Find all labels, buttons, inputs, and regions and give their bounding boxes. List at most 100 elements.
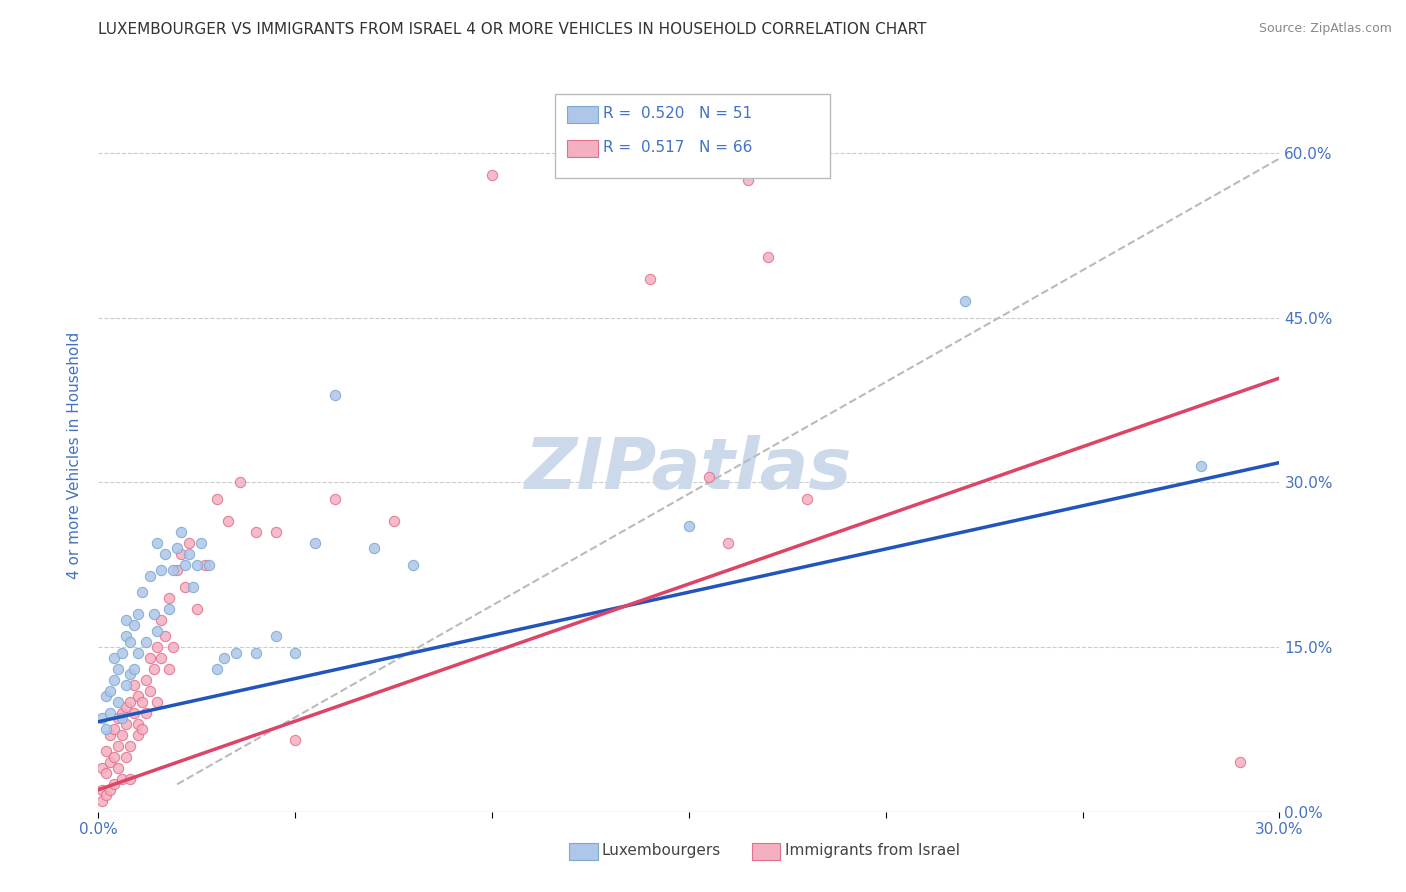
Point [264,629,287,643]
Point [98,782,121,797]
Point [150,651,173,665]
Point [131,695,153,709]
Point [96,766,118,780]
Point [131,723,153,737]
Point [91,761,114,775]
Point [135,673,157,687]
Point [111,706,134,720]
Point [402,558,425,572]
Point [170,547,193,561]
Point [205,662,228,676]
Point [170,524,193,539]
Point [135,706,157,720]
Point [107,695,129,709]
Point [205,491,228,506]
Point [190,535,212,549]
Point [142,662,165,676]
Point [157,591,180,605]
Point [1189,458,1212,473]
Point [177,535,200,549]
Point [186,558,208,572]
Point [197,558,219,572]
Point [174,558,197,572]
Point [138,684,160,698]
Point [146,535,169,549]
Point [127,607,149,621]
Point [122,618,145,632]
Point [98,756,121,770]
Point [115,613,138,627]
Point [481,168,503,182]
Point [363,541,385,556]
Point [111,711,134,725]
Point [186,601,208,615]
Point [91,794,114,808]
Point [131,585,153,599]
Point [96,744,118,758]
Point [166,563,188,577]
Point [118,667,141,681]
Point [127,646,149,660]
Point [166,541,188,556]
Point [111,728,134,742]
Point [98,706,121,720]
Point [229,475,252,490]
Point [138,568,160,582]
Point [304,535,326,549]
Text: LUXEMBOURGER VS IMMIGRANTS FROM ISRAEL 4 OR MORE VEHICLES IN HOUSEHOLD CORRELATI: LUXEMBOURGER VS IMMIGRANTS FROM ISRAEL 4… [98,22,927,37]
Point [107,739,129,753]
Point [638,272,661,286]
Point [194,558,217,572]
Point [142,607,165,621]
Point [150,613,173,627]
Text: R =  0.517   N = 66: R = 0.517 N = 66 [603,140,752,154]
Point [284,733,307,747]
Point [796,491,818,506]
Point [150,563,173,577]
Point [1229,756,1251,770]
Text: ZIPatlas: ZIPatlas [526,434,852,504]
Point [122,678,145,692]
Point [181,580,204,594]
Text: Source: ZipAtlas.com: Source: ZipAtlas.com [1258,22,1392,36]
Point [103,651,125,665]
Point [214,651,236,665]
Point [107,662,129,676]
Point [115,749,138,764]
Point [96,789,118,803]
Point [96,723,118,737]
Point [103,777,125,791]
Point [157,662,180,676]
Point [98,728,121,742]
Point [127,728,149,742]
Point [162,563,184,577]
Point [107,711,129,725]
Point [737,173,759,187]
Point [96,690,118,704]
Point [122,662,145,676]
Point [678,519,700,533]
Point [111,772,134,786]
Point [115,678,138,692]
Point [111,646,134,660]
Point [697,470,720,484]
Point [323,387,346,401]
Point [953,294,976,309]
Point [756,250,779,264]
Point [146,624,169,638]
Point [115,629,138,643]
Point [135,634,157,648]
Point [138,651,160,665]
Text: Luxembourgers: Luxembourgers [602,843,721,857]
Point [127,717,149,731]
Point [323,491,346,506]
Point [103,749,125,764]
Y-axis label: 4 or more Vehicles in Household: 4 or more Vehicles in Household [67,331,83,579]
Point [162,640,184,654]
Point [118,772,141,786]
Point [115,717,138,731]
Point [177,547,200,561]
Point [174,580,197,594]
Point [118,695,141,709]
Point [245,524,267,539]
